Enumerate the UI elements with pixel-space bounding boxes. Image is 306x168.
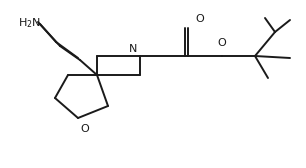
Text: O: O (195, 14, 204, 24)
Text: O: O (218, 38, 226, 48)
Text: N: N (129, 44, 137, 54)
Text: H$_2$N: H$_2$N (18, 16, 41, 30)
Text: O: O (80, 124, 89, 134)
